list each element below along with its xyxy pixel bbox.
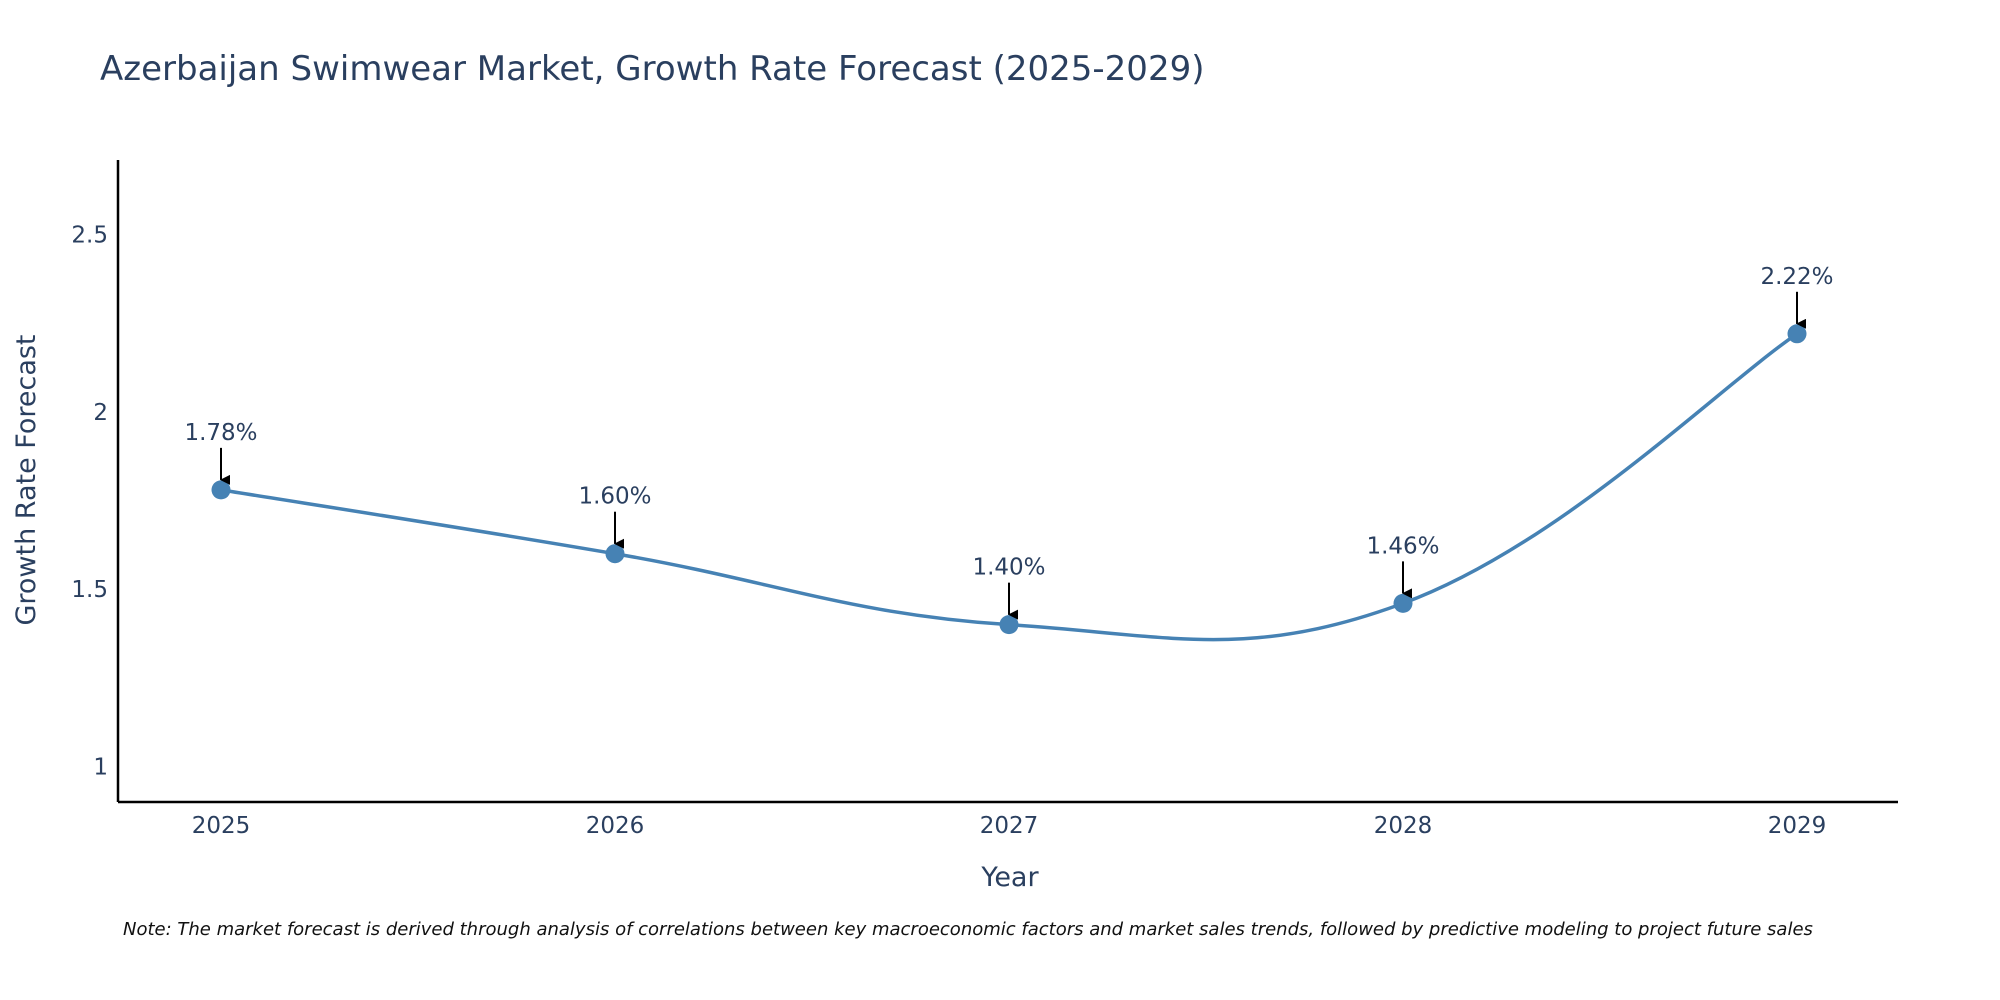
series-line — [220, 332, 1798, 642]
y-tick-label: 1.5 — [71, 577, 108, 603]
data-points — [211, 324, 1807, 635]
data-label: 1.60% — [578, 484, 651, 510]
x-axis-label: Year — [980, 862, 1039, 893]
x-tick-label: 2029 — [1768, 813, 1827, 839]
data-label: 1.40% — [972, 555, 1045, 581]
y-tick-label: 2.5 — [71, 222, 108, 248]
y-axis-label: Growth Rate Forecast — [11, 334, 42, 625]
data-label: 2.22% — [1760, 264, 1833, 290]
y-tick-label: 2 — [93, 400, 108, 426]
x-tick-label: 2028 — [1374, 813, 1433, 839]
footnote: Note: The market forecast is derived thr… — [123, 919, 1813, 940]
x-tick-label: 2026 — [586, 813, 645, 839]
y-tick-label: 1 — [93, 755, 108, 781]
data-point-2028 — [1393, 593, 1413, 613]
x-axis-ticks: 2025 2026 2027 2028 2029 — [192, 813, 1827, 839]
y-axis-ticks: 1 1.5 2 2.5 — [71, 222, 108, 780]
chart-title: Azerbaijan Swimwear Market, Growth Rate … — [100, 49, 1204, 89]
data-point-2029 — [1787, 324, 1807, 344]
data-point-2027 — [999, 615, 1019, 635]
data-point-2026 — [605, 544, 625, 564]
x-tick-label: 2025 — [192, 813, 251, 839]
data-point-2025 — [211, 480, 231, 500]
axes — [116, 160, 1898, 804]
data-labels: 1.78% 1.60% 1.40% 1.46% 2.22% — [184, 264, 1834, 620]
data-label: 1.46% — [1366, 533, 1439, 559]
x-tick-label: 2027 — [980, 813, 1039, 839]
data-label: 1.78% — [184, 420, 257, 446]
